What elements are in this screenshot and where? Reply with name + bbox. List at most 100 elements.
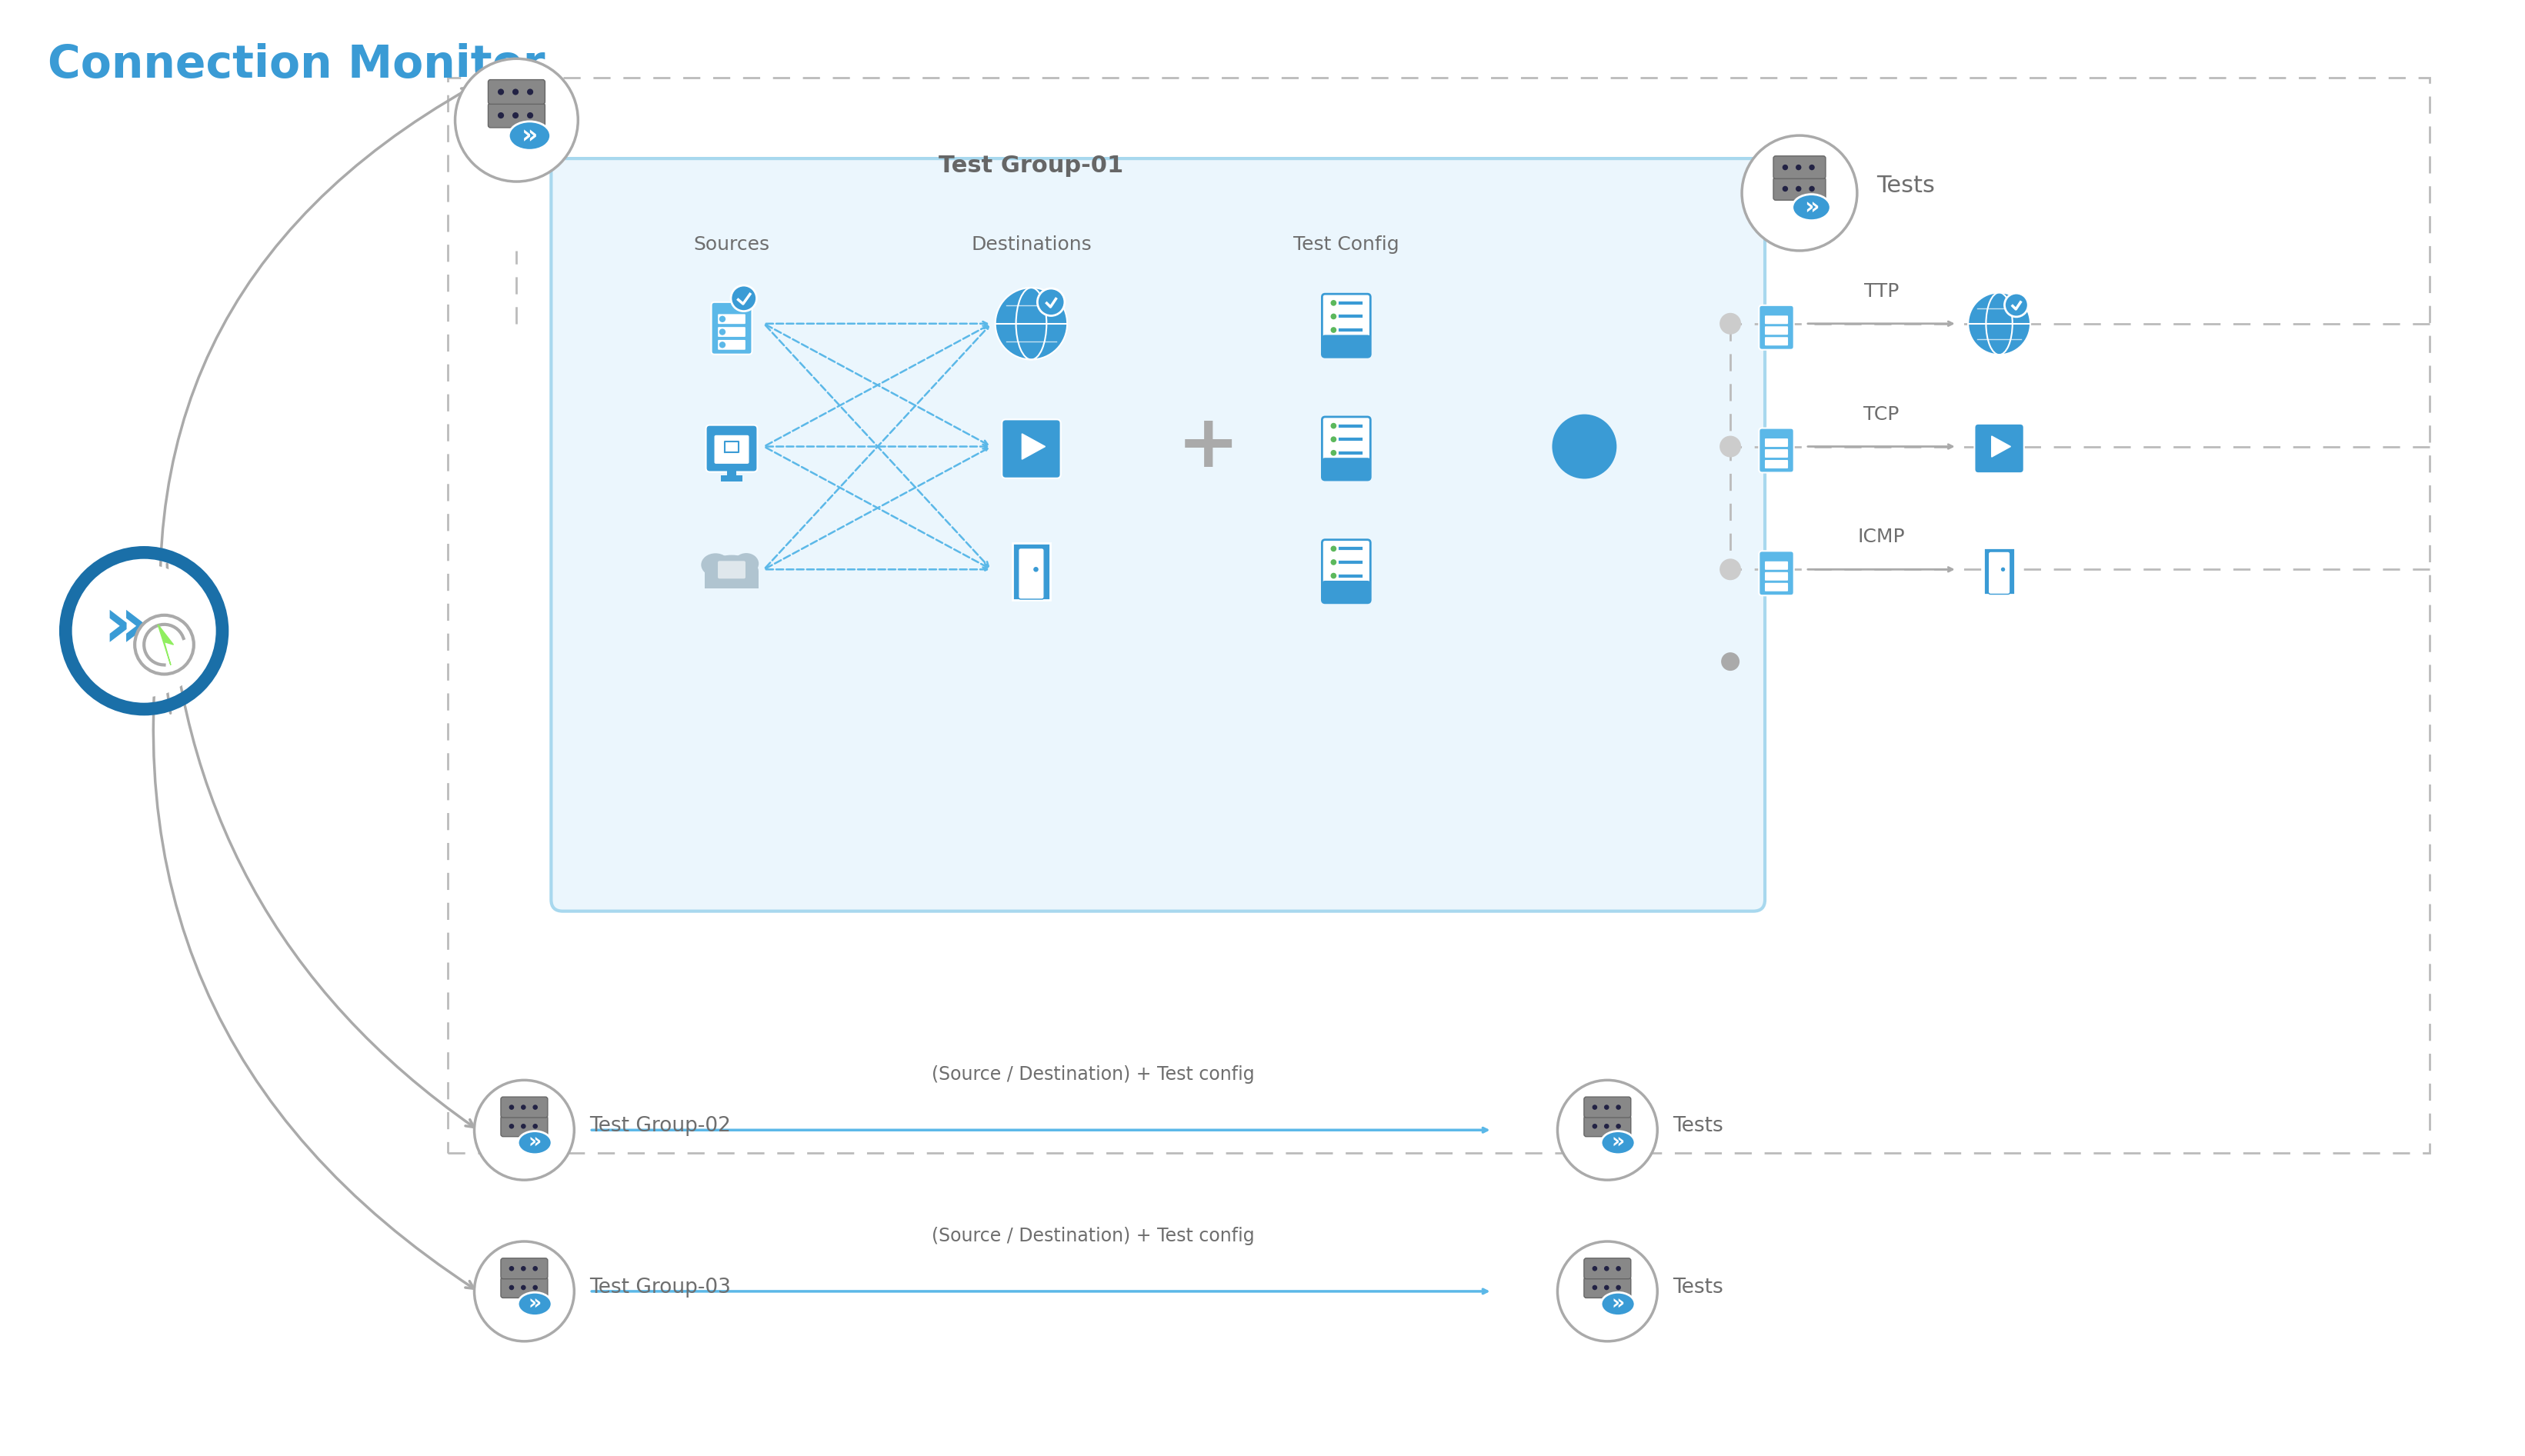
FancyBboxPatch shape [1583,1277,1631,1297]
FancyBboxPatch shape [487,103,545,128]
FancyBboxPatch shape [717,339,745,349]
Circle shape [2005,293,2028,317]
Circle shape [1331,313,1336,319]
Ellipse shape [1601,1131,1634,1155]
Text: Tests: Tests [1672,1277,1725,1297]
FancyBboxPatch shape [1765,438,1788,447]
Circle shape [1558,1080,1656,1179]
Circle shape [1593,1105,1598,1109]
FancyBboxPatch shape [1765,450,1788,457]
Circle shape [1795,165,1800,170]
Circle shape [1603,1267,1608,1271]
Text: »: » [1803,197,1818,218]
FancyBboxPatch shape [1323,294,1371,357]
FancyBboxPatch shape [712,303,752,354]
Circle shape [497,112,505,118]
Circle shape [1033,566,1038,572]
FancyBboxPatch shape [500,1258,548,1278]
Circle shape [1720,313,1742,335]
Circle shape [995,288,1068,360]
Text: »: » [1611,1294,1624,1313]
Circle shape [720,342,725,348]
Polygon shape [1023,434,1045,459]
Ellipse shape [1601,1293,1634,1316]
Text: (Source / Destination) + Test config: (Source / Destination) + Test config [932,1227,1255,1245]
Circle shape [720,329,725,335]
Circle shape [134,616,194,674]
FancyBboxPatch shape [1765,326,1788,335]
FancyBboxPatch shape [487,80,545,105]
Circle shape [520,1286,525,1290]
Text: Destinations: Destinations [972,236,1091,253]
FancyBboxPatch shape [500,1277,548,1297]
Circle shape [2000,568,2005,571]
Text: TCP: TCP [1863,405,1899,424]
Text: Tests: Tests [1672,1117,1725,1136]
Ellipse shape [508,121,550,150]
FancyBboxPatch shape [1765,316,1788,325]
FancyBboxPatch shape [1323,416,1371,480]
Circle shape [1616,1286,1621,1290]
FancyBboxPatch shape [707,425,758,472]
Circle shape [1967,293,2030,355]
FancyBboxPatch shape [1018,547,1045,600]
Circle shape [510,1267,515,1271]
Circle shape [475,1242,573,1341]
FancyBboxPatch shape [1323,335,1371,357]
Circle shape [520,1267,525,1271]
Text: »: » [104,591,149,661]
Circle shape [1720,435,1742,457]
FancyBboxPatch shape [1760,306,1793,349]
Text: »: » [1611,1133,1624,1153]
Circle shape [78,565,210,697]
FancyBboxPatch shape [1765,562,1788,569]
FancyBboxPatch shape [1975,424,2025,473]
Bar [720,475,742,482]
Text: Sources: Sources [694,236,770,253]
FancyBboxPatch shape [1773,156,1826,179]
FancyBboxPatch shape [500,1115,548,1137]
Circle shape [513,112,518,118]
Circle shape [1616,1124,1621,1128]
FancyBboxPatch shape [1760,428,1793,473]
Bar [447,77,2429,1153]
FancyBboxPatch shape [717,314,745,323]
FancyBboxPatch shape [1765,582,1788,591]
Circle shape [510,1105,515,1109]
FancyBboxPatch shape [1583,1258,1631,1278]
FancyBboxPatch shape [1002,419,1060,478]
Text: (Source / Destination) + Test config: (Source / Destination) + Test config [932,1066,1255,1083]
Ellipse shape [518,1293,550,1316]
Text: +: + [1177,411,1240,482]
Circle shape [1593,1286,1598,1290]
Polygon shape [157,625,174,665]
Circle shape [1603,1124,1608,1128]
Circle shape [1783,165,1788,170]
FancyBboxPatch shape [1773,178,1826,199]
FancyBboxPatch shape [1323,581,1371,603]
Circle shape [1742,135,1856,250]
Circle shape [1593,1124,1598,1128]
Circle shape [533,1124,538,1128]
Circle shape [454,58,578,182]
Text: Test Group-03: Test Group-03 [588,1277,732,1297]
Circle shape [533,1105,538,1109]
Ellipse shape [704,555,758,588]
Circle shape [1331,300,1336,306]
Bar [727,467,737,475]
Circle shape [1783,186,1788,192]
Ellipse shape [735,553,758,574]
Circle shape [730,285,758,312]
Text: Connection Monitor: Connection Monitor [48,44,545,87]
Text: Tests: Tests [1876,175,1934,197]
FancyBboxPatch shape [550,159,1765,911]
FancyBboxPatch shape [1583,1115,1631,1137]
Text: »: » [528,1133,540,1153]
Circle shape [1603,1105,1608,1109]
Circle shape [475,1080,573,1179]
Circle shape [508,1114,525,1131]
Text: »: » [520,124,538,149]
Circle shape [1603,1286,1608,1290]
FancyBboxPatch shape [1323,457,1371,480]
Circle shape [1593,1267,1598,1271]
